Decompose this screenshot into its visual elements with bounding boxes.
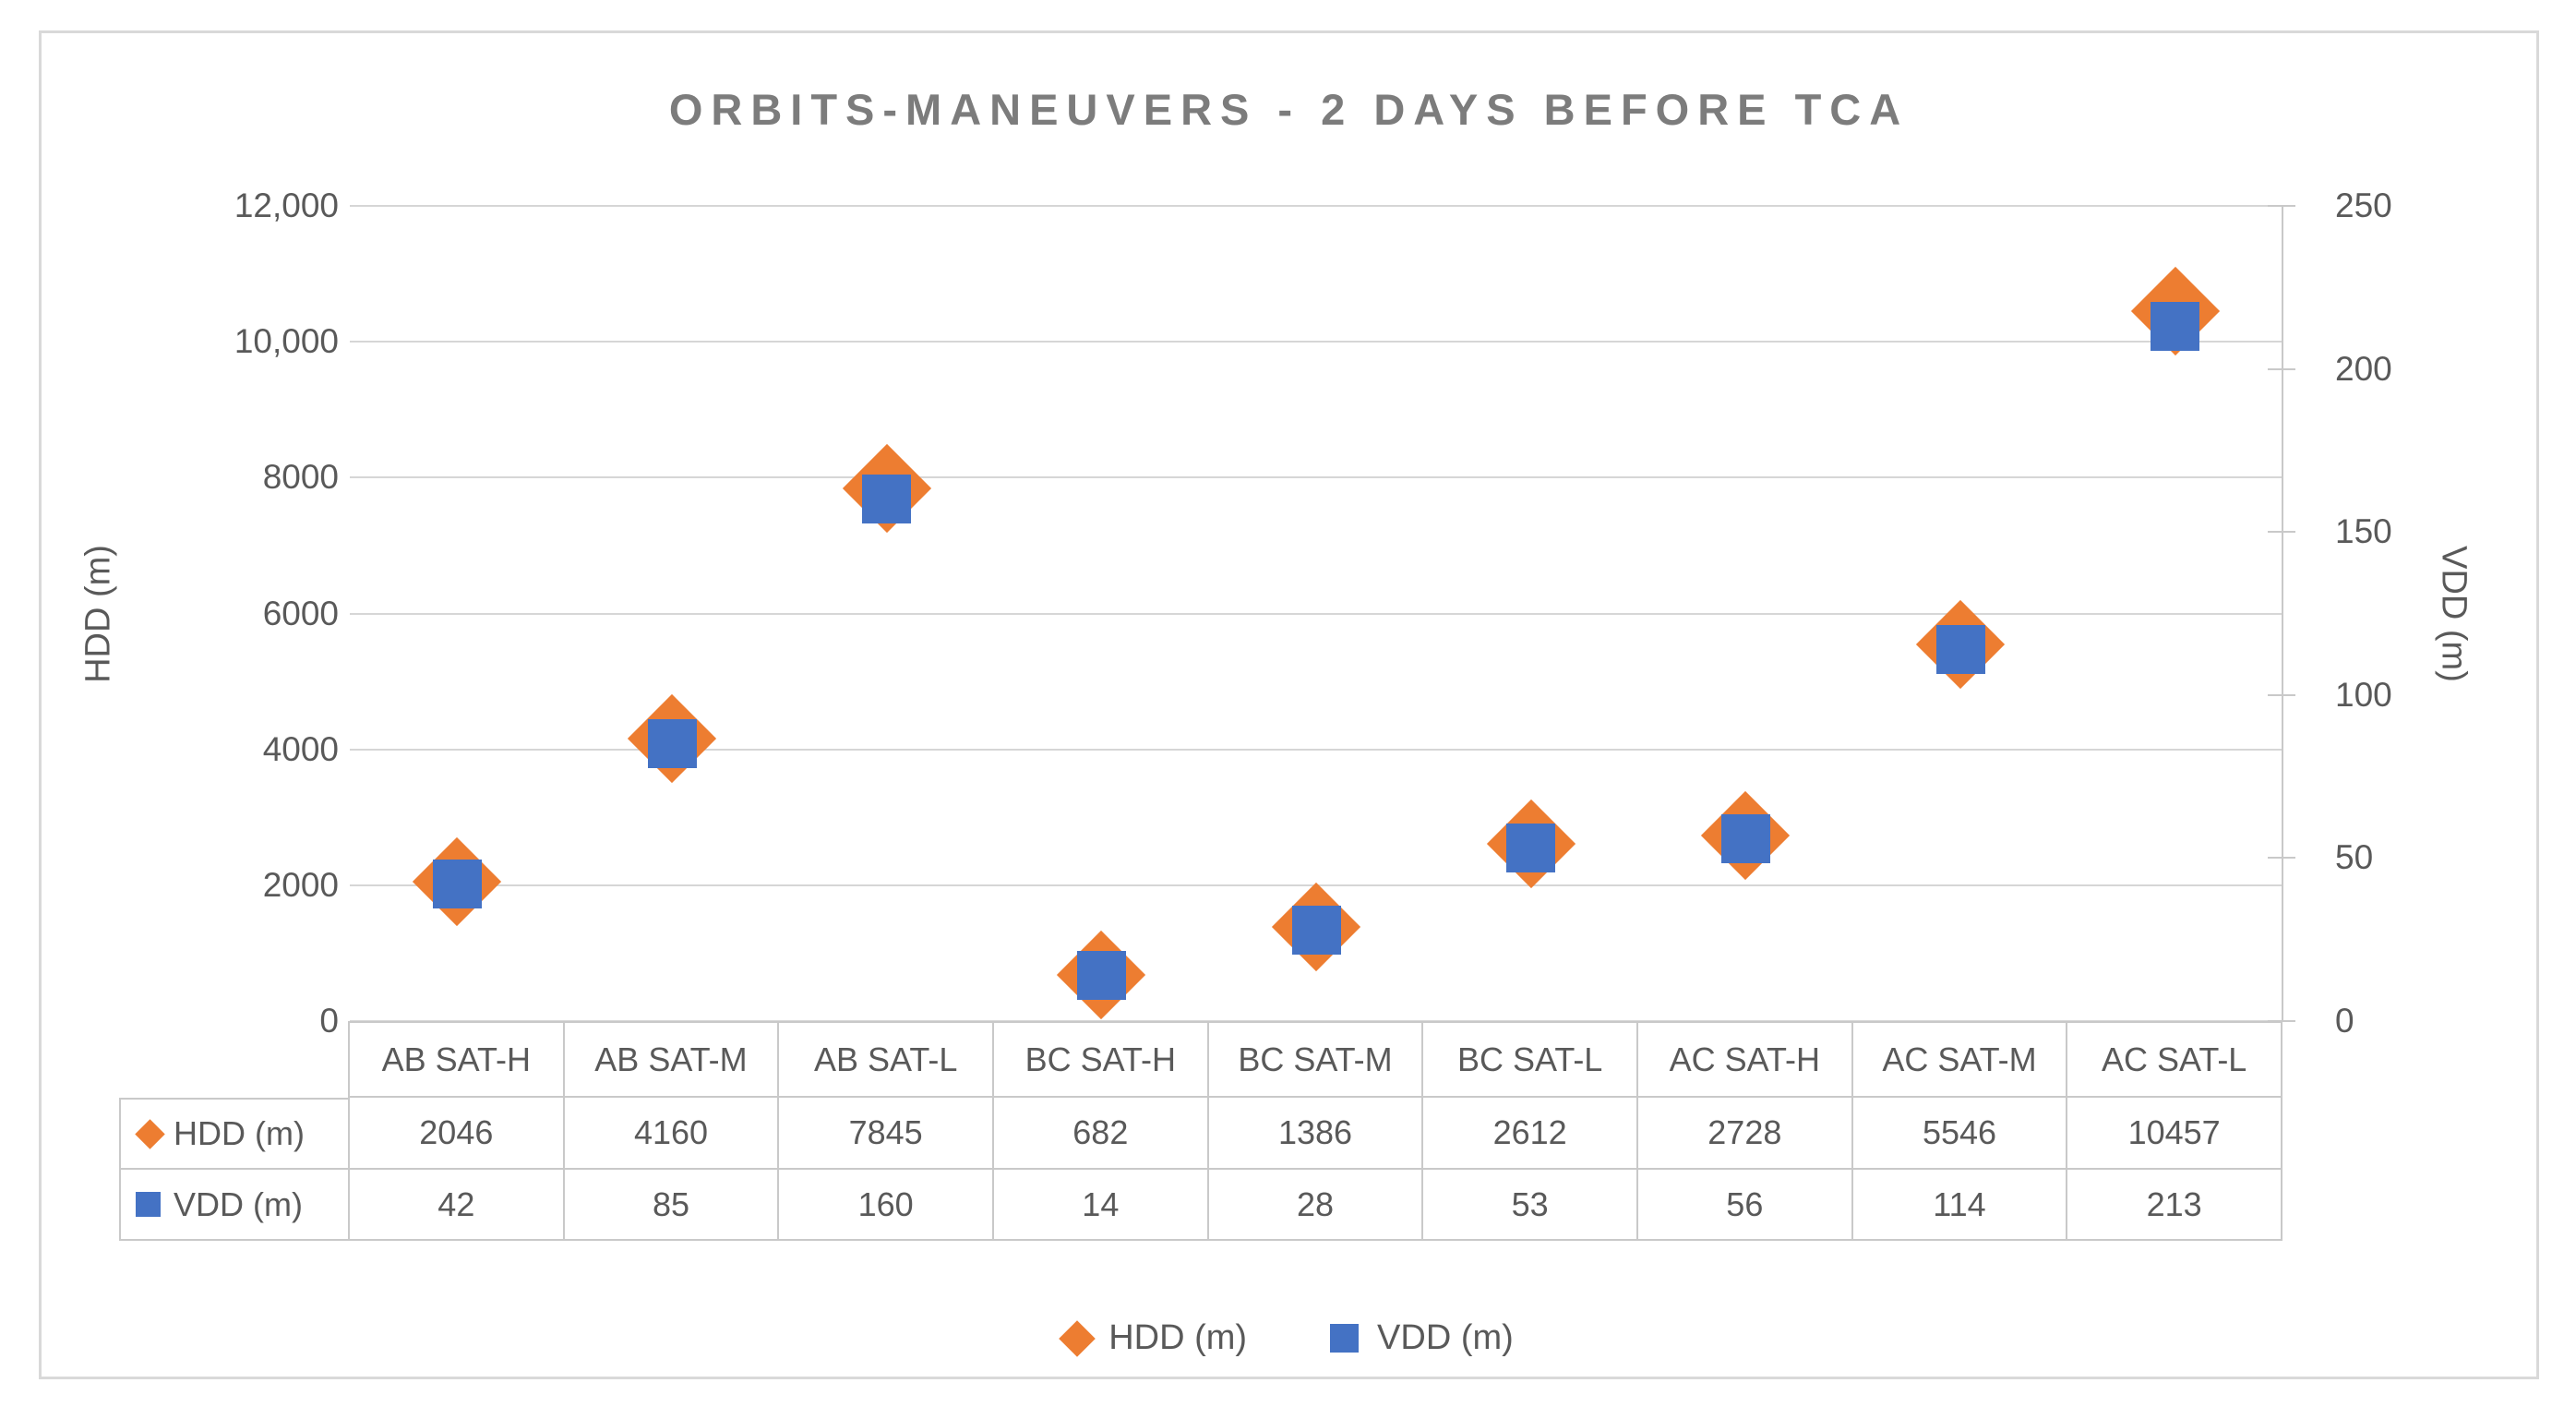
table-header-cell: AC SAT-H [1638,1021,1853,1098]
data-point-vdd[interactable] [862,475,912,524]
table-header-cell: AC SAT-L [2067,1021,2282,1098]
legend-label-hdd: HDD (m) [1108,1318,1248,1357]
left-axis-tick-label: 12,000 [234,186,339,224]
left-axis-tick-label: 2000 [262,865,339,904]
table-header-cell: BC SAT-M [1208,1021,1424,1098]
right-axis-line [2282,206,2283,1021]
gridline [350,612,2282,615]
right-axis-tick-label: 50 [2335,838,2374,877]
legend: HDD (m) VDD (m) [42,1318,2536,1358]
table-value-cell: 14 [994,1170,1209,1241]
table-value-cell: 160 [779,1170,994,1241]
table-row-label-vdd: VDD (m) [119,1170,350,1241]
table-header-cell: BC SAT-H [994,1021,1209,1098]
vdd-square-icon [136,1192,161,1217]
legend-label-vdd: VDD (m) [1377,1318,1514,1357]
right-axis-tick-mark [2268,367,2295,370]
left-axis-title: HDD (m) [78,544,118,683]
table-header-cell: AB SAT-M [564,1021,780,1098]
gridline [350,205,2282,207]
left-axis-tick-label: 10,000 [234,322,339,361]
right-axis-tick-label: 150 [2335,512,2392,551]
table-value-cell: 114 [1852,1170,2068,1241]
chart-frame: ORBITS-MANEUVERS - 2 DAYS BEFORE TCA 12,… [39,30,2539,1379]
table-header-cell: AC SAT-M [1852,1021,2068,1098]
left-axis-tick-label: 6000 [262,594,339,632]
data-point-vdd[interactable] [1291,905,1341,955]
table-value-cell: 682 [994,1098,1209,1170]
right-axis-tick-label: 200 [2335,349,2392,388]
legend-item-hdd[interactable]: HDD (m) [1059,1318,1248,1358]
table-value-cell: 7845 [779,1098,994,1170]
table-value-cell: 1386 [1208,1098,1424,1170]
hdd-diamond-icon [1059,1319,1096,1357]
gridline [350,476,2282,479]
table-row-label-hdd: HDD (m) [119,1098,350,1170]
gridline [350,748,2282,751]
table-value-cell: 42 [350,1170,565,1241]
right-axis-tick-mark [2268,205,2295,207]
gridline [350,341,2282,343]
table-value-cell: 10457 [2067,1098,2282,1170]
data-point-vdd[interactable] [647,719,697,769]
data-point-vdd[interactable] [2151,302,2200,352]
table-value-cell: 28 [1208,1170,1424,1241]
data-point-vdd[interactable] [1506,824,1556,873]
table-row-label-text: VDD (m) [174,1185,303,1223]
data-point-vdd[interactable] [432,860,482,909]
table-header-cell: BC SAT-L [1423,1021,1638,1098]
table-value-cell: 2728 [1638,1098,1853,1170]
table-header-cell: AB SAT-L [779,1021,994,1098]
vdd-square-icon [1330,1324,1360,1353]
table-value-cell: 2046 [350,1098,565,1170]
hdd-diamond-icon [135,1118,165,1149]
right-axis-tick-mark [2268,693,2295,696]
table-value-cell: 56 [1638,1170,1853,1241]
chart-title[interactable]: ORBITS-MANEUVERS - 2 DAYS BEFORE TCA [668,85,1910,134]
table-value-cell: 53 [1423,1170,1638,1241]
right-axis-tick-label: 250 [2335,186,2392,224]
right-axis-title: VDD (m) [2434,545,2474,682]
right-axis-tick-label: 0 [2335,1002,2354,1040]
right-axis-tick-mark [2268,857,2295,860]
left-axis-tick-label: 4000 [262,729,339,768]
table-value-cell: 213 [2067,1170,2282,1241]
table-value-cell: 4160 [564,1098,780,1170]
table-value-cell: 85 [564,1170,780,1241]
data-point-vdd[interactable] [1935,624,1985,674]
data-point-vdd[interactable] [1720,813,1770,863]
table-header-cell: AB SAT-H [350,1021,565,1098]
table-row-label-text: HDD (m) [174,1114,305,1152]
table-value-cell: 2612 [1423,1098,1638,1170]
legend-item-vdd[interactable]: VDD (m) [1330,1318,1514,1358]
data-point-vdd[interactable] [1076,951,1126,1001]
table-corner-cell [119,1021,350,1098]
right-axis-tick-mark [2268,531,2295,534]
right-axis-tick-label: 100 [2335,675,2392,714]
left-axis-tick-label: 8000 [262,458,339,497]
left-axis-tick-label: 0 [319,1002,339,1040]
table-value-cell: 5546 [1852,1098,2068,1170]
